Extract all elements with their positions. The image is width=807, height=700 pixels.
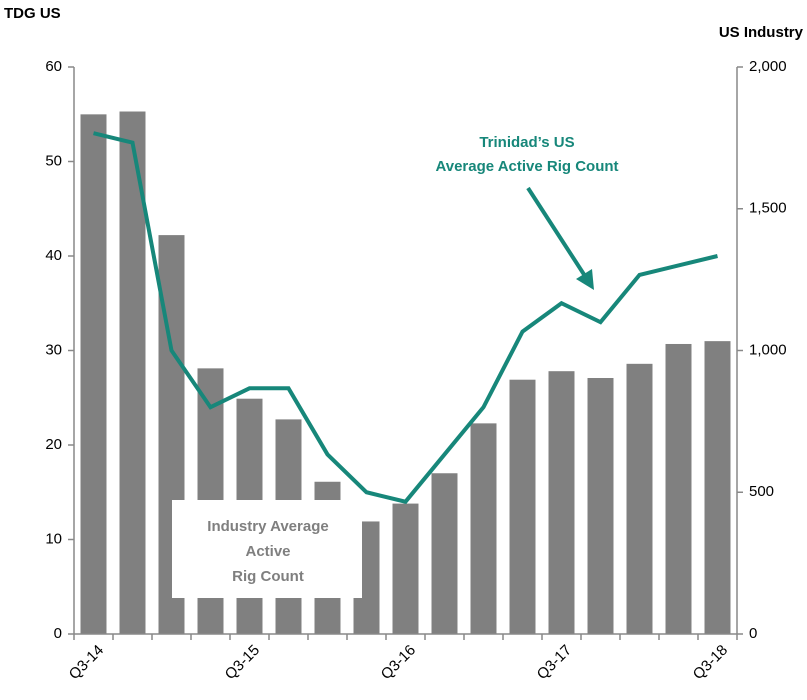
x-tick-label: Q3-17	[534, 642, 576, 684]
x-tick-label: Q3-15	[222, 642, 264, 684]
bar	[470, 423, 497, 634]
x-tick-label: Q3-18	[690, 642, 732, 684]
bar-annotation: Rig Count	[232, 568, 304, 585]
bar	[665, 343, 692, 634]
bar-annotation: Industry Average	[207, 518, 328, 535]
y-tick-label: 60	[45, 58, 62, 75]
y2-tick-label: 1,500	[749, 200, 787, 217]
bar	[548, 371, 575, 634]
y-axis-title: TDG US	[4, 5, 61, 22]
y2-tick-label: 1,000	[749, 341, 787, 358]
y-tick-label: 40	[45, 247, 62, 264]
bar	[704, 341, 731, 634]
x-tick-label: Q3-16	[378, 642, 420, 684]
y-tick-label: 30	[45, 341, 62, 358]
annotation-arrow	[526, 186, 587, 278]
y-tick-label: 50	[45, 152, 62, 169]
y-tick-label: 10	[45, 530, 62, 547]
bar	[392, 503, 419, 634]
y-tick-label: 20	[45, 436, 62, 453]
y2-axis-title: US Industry	[719, 24, 804, 41]
bar	[587, 377, 614, 634]
y-tick-label: 0	[54, 625, 62, 642]
line	[93, 131, 718, 504]
x-tick-label: Q3-14	[66, 642, 108, 684]
bar	[509, 379, 536, 634]
bar	[626, 363, 653, 634]
annotation-box	[172, 500, 362, 598]
y2-tick-label: 0	[749, 625, 757, 642]
line-annotation: Average Active Rig Count	[435, 158, 618, 175]
line-annotation: Trinidad’s US	[479, 134, 574, 151]
y2-tick-label: 500	[749, 483, 774, 500]
bar	[80, 114, 107, 635]
y2-tick-label: 2,000	[749, 58, 787, 75]
bar	[431, 473, 458, 634]
bar-annotation: Active	[245, 543, 290, 560]
arrow-head	[576, 269, 594, 290]
